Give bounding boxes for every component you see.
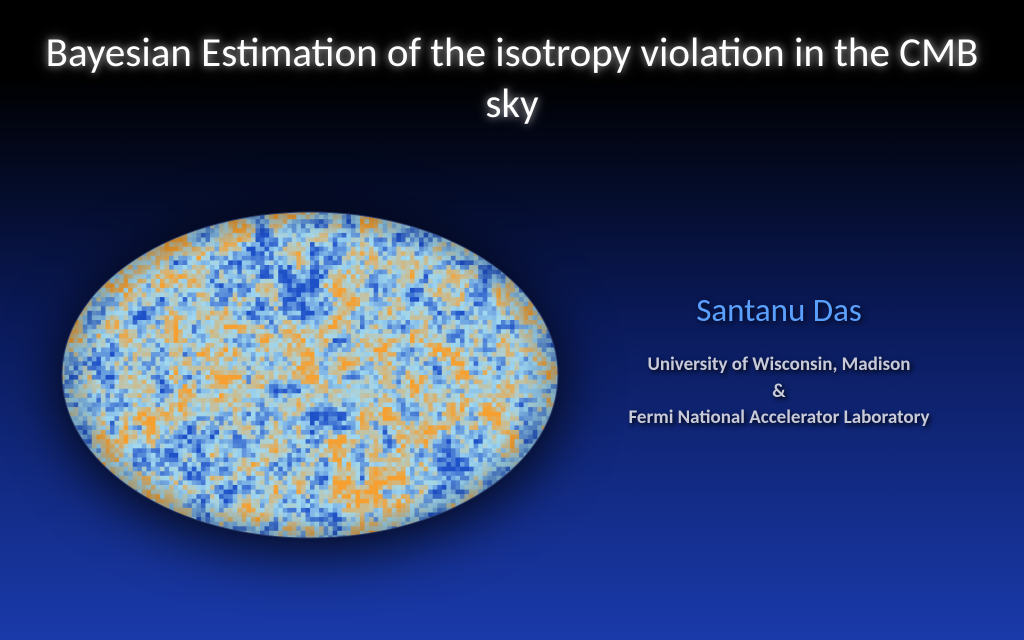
cmb-sky-map [60, 210, 560, 540]
affiliation-line-1: University of Wisconsin, Madison [647, 353, 910, 376]
author-name: Santanu Das [594, 290, 964, 330]
author-affiliation: University of Wisconsin, Madison & Fermi… [594, 352, 964, 432]
author-block: Santanu Das University of Wisconsin, Mad… [594, 290, 964, 432]
affiliation-line-2: Fermi National Accelerator Laboratory [628, 406, 929, 429]
slide-title: Bayesian Estimation of the isotropy viol… [0, 28, 1024, 131]
affiliation-joiner: & [772, 380, 785, 403]
